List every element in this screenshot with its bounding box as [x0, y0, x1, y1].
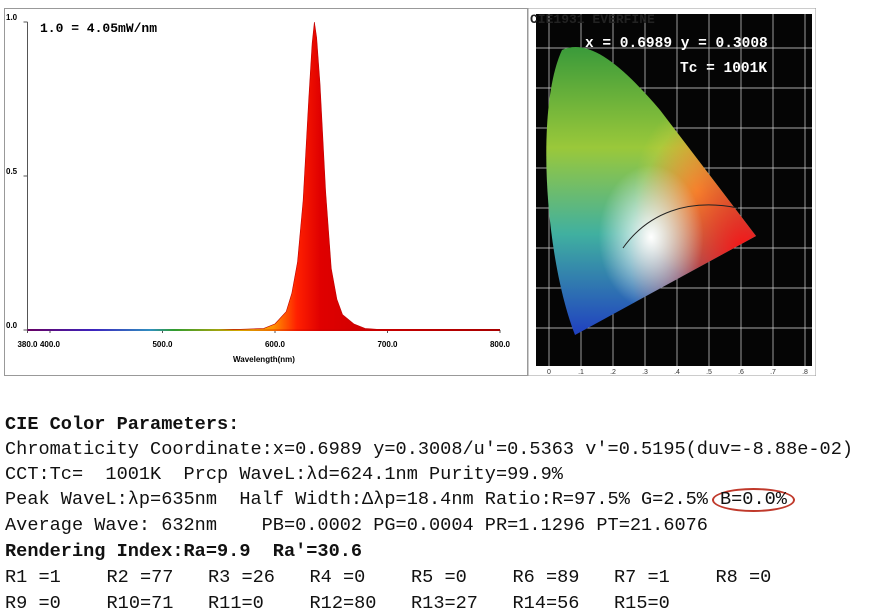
rendering-index-item: R9 =0	[5, 592, 61, 614]
rendering-index-item: R15=0	[614, 592, 670, 614]
cie-tick-label: .1	[578, 369, 584, 376]
y-tick-label: 0.0	[6, 321, 18, 330]
gamut	[546, 47, 756, 336]
param-text: Peak WaveL:λp=635nm Half Width:Δλp=18.4n…	[5, 489, 708, 510]
x-axis-label: Wavelength(nm)	[233, 355, 295, 364]
param-line: Rendering Index:Ra=9.9 Ra'=30.6	[5, 541, 363, 562]
rendering-index-item: R7 =1	[614, 567, 670, 588]
x-tick-label: 500.0	[152, 340, 173, 349]
spectrum-area	[27, 21, 500, 331]
rendering-index-item: R1 =1	[5, 567, 61, 588]
x-tick-label: 700.0	[377, 340, 398, 349]
spectrum-chart: 1.0 = 4.05mW/nm Wavelength(nm) 0.0 0.5 1.0…	[4, 8, 528, 376]
cie-tick-label: 0	[547, 369, 551, 376]
param-line: Average Wave: 632nm PB=0.0002 PG=0.0004 …	[5, 515, 708, 536]
rendering-index-item: R2 =77	[106, 567, 174, 588]
rendering-index-item: R10=71	[106, 592, 174, 614]
cie-tick-label: .7	[770, 369, 776, 376]
rendering-index-item: R13=27	[411, 592, 478, 614]
param-line: CCT:Tc= 1001K Prcp WaveL:λd=624.1nm Puri…	[5, 464, 563, 485]
annotation: 1.0 = 4.05mW/nm	[40, 21, 157, 36]
param-line: Peak WaveL:λp=635nm Half Width:Δλp=18.4n…	[5, 488, 795, 512]
cie-tick-label: .6	[738, 369, 744, 376]
cie-ticks: 0 .1 .2 .3 .4 .5 .6 .7 .8	[547, 369, 808, 376]
params-title: CIE Color Parameters:	[5, 414, 240, 435]
rendering-index-item: R11=0	[208, 592, 264, 614]
cie-tick-label: .3	[642, 369, 648, 376]
highlight: B=0.0%	[711, 488, 795, 512]
param-line: Chromaticity Coordinate:x=0.6989 y=0.300…	[5, 439, 854, 460]
rendering-index-item: R12=80	[309, 592, 377, 614]
x-tick-label: 600.0	[265, 340, 286, 349]
rendering-index-item: R5 =0	[411, 567, 467, 588]
y-tick-label: 1.0	[6, 13, 18, 22]
rendering-index-item: R14=56	[512, 592, 580, 614]
rendering-index-item: R6 =89	[512, 567, 580, 588]
cie-tick-label: .8	[802, 369, 808, 376]
cie-tick-label: .5	[706, 369, 712, 376]
rendering-index-item: R8 =0	[715, 567, 772, 588]
cie-tick-label: .2	[610, 369, 616, 376]
x-tick-label: 400.0	[40, 340, 61, 349]
x-tick-label: 380.0	[17, 340, 38, 349]
y-tick-label: 0.5	[6, 167, 18, 176]
x-tick-label: 800.0	[490, 340, 511, 349]
cie-diagram: CIE1931 EVERFINE x = 0.6989 y = 0.3008 T…	[528, 8, 816, 376]
cie-cct: Tc = 1001K	[680, 61, 767, 77]
rendering-index-item: R3 =26	[208, 567, 275, 588]
rendering-index-item: R4 =0	[309, 567, 366, 588]
cie-title: CIE1931 EVERFINE	[530, 12, 655, 27]
chart-frame	[4, 8, 528, 376]
cie-tick-label: .4	[674, 369, 680, 376]
cie-coordinates: x = 0.6989 y = 0.3008	[585, 36, 768, 52]
